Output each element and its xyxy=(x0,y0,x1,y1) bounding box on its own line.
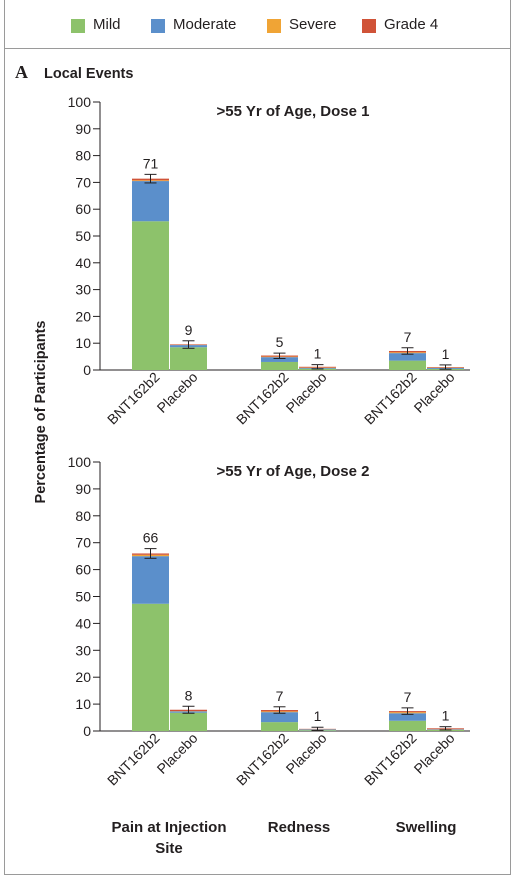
y-tick-label: 90 xyxy=(75,481,91,497)
data-label: 9 xyxy=(185,322,193,338)
y-tick-label: 0 xyxy=(83,362,91,378)
y-tick-label: 60 xyxy=(75,562,91,578)
legend-label-moderate: Moderate xyxy=(173,16,237,33)
y-tick-label: 90 xyxy=(75,121,91,137)
legend-swatch-moderate xyxy=(151,19,165,33)
x-tick-label: Placebo xyxy=(411,730,458,777)
bar-mild-2 xyxy=(170,347,207,370)
data-label: 7 xyxy=(276,688,284,704)
y-tick-label: 70 xyxy=(75,174,91,190)
data-label: 8 xyxy=(185,687,193,703)
panel-1: >55 Yr of Age, Dose 1 0 10 20 30 40 50 60 70 80 90… xyxy=(68,94,470,427)
x-tick-label: Placebo xyxy=(154,730,201,777)
y-tick-label: 10 xyxy=(75,335,91,351)
y-tick-label: 20 xyxy=(75,308,91,324)
y-tick-label: 20 xyxy=(75,669,91,685)
panel-2: >55 Yr of Age, Dose 2 0 10 20 30 40 50 60 70 80 90… xyxy=(68,454,470,788)
bar-mild-5 xyxy=(389,360,426,370)
legend-label-mild: Mild xyxy=(93,16,121,33)
data-label: 1 xyxy=(442,708,450,724)
legend-label-grade-4: Grade 4 xyxy=(384,16,439,33)
bar-mild-1 xyxy=(132,221,169,370)
legend: Mild Moderate Severe Grade 4 xyxy=(5,0,510,49)
bar-mild-5 xyxy=(389,720,426,731)
bar-mild-3 xyxy=(261,361,298,370)
y-tick-label: 100 xyxy=(68,94,92,110)
x-tick-label: Placebo xyxy=(283,369,330,416)
data-label: 66 xyxy=(143,530,159,546)
y-tick-label: 40 xyxy=(75,255,91,271)
y-tick-label: 0 xyxy=(83,723,91,739)
y-tick-label: 50 xyxy=(75,228,91,244)
panel-label: A xyxy=(15,62,28,82)
x-tick-label: BNT162b2 xyxy=(104,369,163,428)
y-tick-label: 70 xyxy=(75,535,91,551)
bar-moderate-5 xyxy=(389,713,426,721)
data-label: 1 xyxy=(314,708,322,724)
data-label: 5 xyxy=(276,334,284,350)
bar-moderate-1 xyxy=(132,556,169,604)
x-tick-label: BNT162b2 xyxy=(361,369,420,428)
data-label: 7 xyxy=(404,329,412,345)
legend-swatch-grade-4 xyxy=(362,19,376,33)
group-label-pain-line2: Site xyxy=(155,840,183,857)
x-tick-label: BNT162b2 xyxy=(233,369,292,428)
y-tick-label: 80 xyxy=(75,148,91,164)
bar-mild-1 xyxy=(132,603,169,731)
y-tick-label: 50 xyxy=(75,589,91,605)
bar-moderate-5 xyxy=(389,353,426,361)
x-tick-label: Placebo xyxy=(411,369,458,416)
x-tick-label: BNT162b2 xyxy=(104,730,163,789)
y-tick-label: 30 xyxy=(75,282,91,298)
group-label-pain-line1: Pain at Injection xyxy=(111,819,226,836)
panel-title: Local Events xyxy=(44,66,133,82)
y-axis-label: Percentage of Participants xyxy=(33,321,49,504)
legend-label-severe: Severe xyxy=(289,16,337,33)
bar-moderate-3 xyxy=(261,712,298,723)
y-tick-label: 60 xyxy=(75,201,91,217)
bar-mild-2 xyxy=(170,712,207,731)
group-label-swelling: Swelling xyxy=(396,819,457,836)
panel-1-title: >55 Yr of Age, Dose 1 xyxy=(217,103,370,120)
y-tick-label: 10 xyxy=(75,696,91,712)
panel-2-title: >55 Yr of Age, Dose 2 xyxy=(217,463,370,480)
x-tick-label: BNT162b2 xyxy=(361,730,420,789)
y-tick-label: 100 xyxy=(68,454,92,470)
bar-mild-6 xyxy=(427,729,464,731)
data-label: 7 xyxy=(404,689,412,705)
group-label-redness: Redness xyxy=(268,819,331,836)
y-tick-label: 30 xyxy=(75,642,91,658)
x-tick-label: BNT162b2 xyxy=(233,730,292,789)
figure-frame: Mild Moderate Severe Grade 4 xyxy=(4,0,511,875)
bar-moderate-3 xyxy=(261,357,298,362)
bar-mild-3 xyxy=(261,722,298,731)
data-label: 1 xyxy=(314,346,322,362)
x-tick-label: Placebo xyxy=(154,369,201,416)
x-tick-label: Placebo xyxy=(283,730,330,777)
legend-swatch-severe xyxy=(267,19,281,33)
y-tick-label: 80 xyxy=(75,508,91,524)
y-tick-label: 40 xyxy=(75,615,91,631)
data-label: 71 xyxy=(143,155,159,171)
legend-swatch-mild xyxy=(71,19,85,33)
bar-moderate-1 xyxy=(132,181,169,222)
data-label: 1 xyxy=(442,346,450,362)
